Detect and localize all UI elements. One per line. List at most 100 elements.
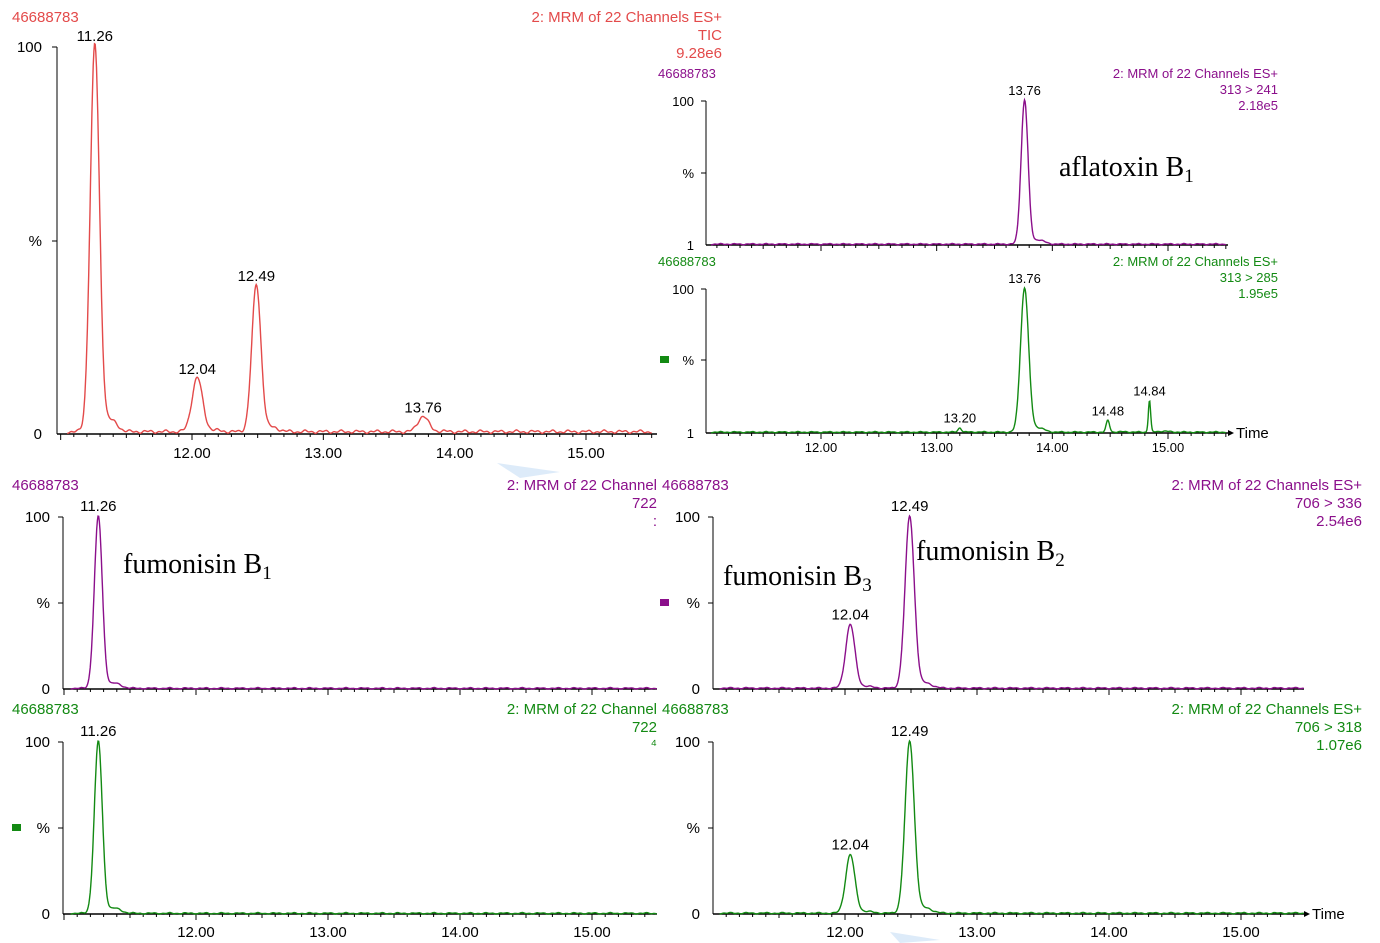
sample-id: 46688783 xyxy=(12,701,79,718)
trace-line xyxy=(70,740,657,915)
mrm-header: 2: MRM of 22 Channels ES+ xyxy=(1113,254,1278,269)
peak-label: 12.49 xyxy=(238,268,276,285)
compound-name: fumonisin B xyxy=(916,536,1055,567)
chart-panel-tic: 100% 0 12.00 13.00 14.00 15.00 46688783 2: MRM … xyxy=(12,9,722,462)
y-tick-label: % xyxy=(687,595,700,612)
trace-info-line: 1.07e6 xyxy=(1316,737,1362,754)
mrm-header: 2: MRM of 22 Channels ES+ xyxy=(1113,66,1278,81)
y-tick-label: 0 xyxy=(692,681,700,698)
compound-name: fumonisin B xyxy=(123,549,262,580)
y-tick-label: % xyxy=(682,353,694,368)
y-tick-label: 0 xyxy=(42,681,50,698)
time-axis-label: Time xyxy=(1236,425,1269,442)
x-tick-label: 15.00 xyxy=(567,445,605,462)
x-tick-label: 12.00 xyxy=(173,445,211,462)
trace-info-line: 1.95e5 xyxy=(1238,286,1278,301)
peak-label: 12.49 xyxy=(891,723,929,740)
trace-info-line: TIC xyxy=(698,27,722,44)
x-tick-label: 13.00 xyxy=(309,924,347,941)
x-tick-label: 15.00 xyxy=(1222,924,1260,941)
compound-name: aflatoxin B xyxy=(1059,152,1184,183)
y-tick-label: 100 xyxy=(25,509,50,526)
sample-id: 46688783 xyxy=(12,477,79,494)
x-tick-label: 12.00 xyxy=(805,440,838,455)
sample-id: 46688783 xyxy=(658,66,716,81)
peak-label: 13.20 xyxy=(944,411,977,426)
trace-line xyxy=(711,97,1226,246)
mrm-header: 2: MRM of 22 Channels ES+ xyxy=(1171,477,1362,494)
trace-info-line: 706 > 318 xyxy=(1295,719,1362,736)
peak-label: 12.49 xyxy=(891,498,929,515)
sample-id: 46688783 xyxy=(662,477,729,494)
y-tick-label: 0 xyxy=(34,426,42,443)
peak-label: 12.04 xyxy=(832,606,870,623)
trace-info-line: 313 > 285 xyxy=(1220,270,1278,285)
y-tick-label: % xyxy=(37,820,50,837)
x-tick-label: 15.00 xyxy=(1152,440,1185,455)
trace-info-line: 722 xyxy=(632,495,657,512)
peak-label: 12.04 xyxy=(832,837,870,854)
y-tick-label: % xyxy=(29,233,42,250)
y-tick-label: 100 xyxy=(17,39,42,56)
peak-label: 13.76 xyxy=(404,400,442,417)
sample-id: 46688783 xyxy=(12,9,79,26)
compound-annotation: fumonisin B1 xyxy=(123,549,272,584)
trace-line xyxy=(719,739,1304,915)
y-tick-label: 100 xyxy=(25,734,50,751)
compound-subscript: 3 xyxy=(862,575,872,596)
peak-label: 13.76 xyxy=(1008,271,1041,286)
x-tick-label: 12.00 xyxy=(826,924,864,941)
x-tick-label: 13.00 xyxy=(920,440,953,455)
y-tick-label: 1 xyxy=(687,238,694,253)
trace-info-line: : xyxy=(653,513,657,530)
mrm-header: 2: MRM of 22 Channel xyxy=(507,701,657,718)
y-tick-label: 0 xyxy=(42,906,50,923)
x-tick-label: 13.00 xyxy=(305,445,343,462)
y-tick-label: 100 xyxy=(672,94,694,109)
sample-id: 46688783 xyxy=(662,701,729,718)
y-tick-label: % xyxy=(37,595,50,612)
x-tick-label: 14.00 xyxy=(441,924,479,941)
trace-line xyxy=(70,515,657,690)
trace-info-line: 722 xyxy=(632,719,657,736)
sample-id: 46688783 xyxy=(658,254,716,269)
compound-annotation: aflatoxin B1 xyxy=(1059,152,1194,187)
trace-info-line: 313 > 241 xyxy=(1220,82,1278,97)
peak-label: 13.76 xyxy=(1008,83,1041,98)
chart-panel-fb23-green: Time 100% 0 12.00 13.00 14.00 15.00 46688783 2: … xyxy=(662,701,1362,941)
series-color-marker xyxy=(660,356,669,363)
compound-subscript: 1 xyxy=(262,563,272,584)
x-tick-label: 12.00 xyxy=(177,924,215,941)
series-color-marker xyxy=(12,824,21,831)
mrm-header: 2: MRM of 22 Channel xyxy=(507,477,657,494)
peak-label: 11.26 xyxy=(80,498,116,515)
peak-label: 11.26 xyxy=(77,28,113,45)
trace-line xyxy=(711,286,1226,434)
chart-panel-afla-241: 100% 1 46688783 2: MRM of 22 Channels ES+31… xyxy=(658,66,1278,253)
peak-label: 14.84 xyxy=(1133,383,1166,398)
compound-annotation: fumonisin B3 xyxy=(723,561,872,596)
compound-subscript: 2 xyxy=(1055,550,1065,571)
y-tick-label: 100 xyxy=(675,509,700,526)
y-tick-label: % xyxy=(682,166,694,181)
time-axis-label: Time xyxy=(1312,906,1345,923)
y-tick-label: 100 xyxy=(672,282,694,297)
peak-label: 14.48 xyxy=(1092,403,1125,418)
x-tick-label: 14.00 xyxy=(1090,924,1128,941)
y-tick-label: 0 xyxy=(692,906,700,923)
y-tick-label: % xyxy=(687,820,700,837)
trace-line xyxy=(719,514,1304,690)
peak-label: 11.26 xyxy=(80,723,116,740)
compound-name: fumonisin B xyxy=(723,561,862,592)
trace-info-line: ⁴ xyxy=(651,737,657,754)
trace-line xyxy=(67,42,652,435)
peak-label: 12.04 xyxy=(178,361,216,378)
compound-subscript: 1 xyxy=(1184,166,1194,187)
y-tick-label: 1 xyxy=(687,426,694,441)
trace-info-line: 2.18e5 xyxy=(1238,98,1278,113)
x-tick-label: 15.00 xyxy=(573,924,611,941)
time-axis-arrow xyxy=(1304,911,1310,917)
